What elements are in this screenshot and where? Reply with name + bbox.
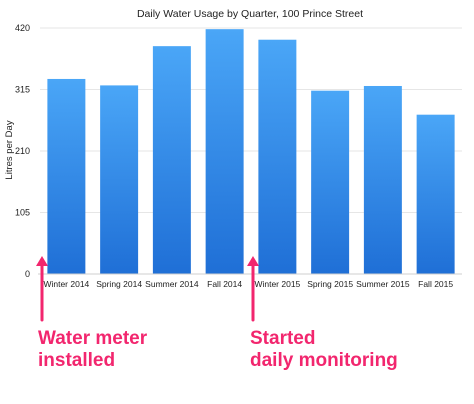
bar bbox=[152, 46, 191, 275]
annotation-started-daily-monitoring: Started daily monitoring bbox=[250, 328, 398, 372]
arrow-head bbox=[36, 256, 48, 266]
y-tick-label: 315 bbox=[15, 85, 30, 95]
annotation-water-meter-installed: Water meter installed bbox=[38, 328, 147, 372]
bar bbox=[258, 39, 297, 274]
x-tick-label: Fall 2014 bbox=[207, 279, 242, 289]
bar bbox=[311, 90, 350, 275]
bar bbox=[47, 78, 86, 274]
x-tick-label: Summer 2014 bbox=[145, 279, 199, 289]
bar bbox=[416, 114, 455, 274]
x-tick-label: Summer 2015 bbox=[356, 279, 410, 289]
bar bbox=[100, 85, 139, 275]
bar bbox=[205, 29, 244, 274]
chart-title: Daily Water Usage by Quarter, 100 Prince… bbox=[137, 8, 363, 20]
x-tick-label: Spring 2014 bbox=[96, 279, 142, 289]
arrow-head bbox=[247, 256, 259, 266]
y-axis-label: Litres per Day bbox=[4, 120, 15, 179]
y-tick-labels: 0 105 210 315 420 bbox=[15, 23, 30, 279]
y-tick-label: 105 bbox=[15, 208, 30, 218]
annotation-arrows bbox=[36, 256, 259, 322]
x-tick-label: Fall 2015 bbox=[418, 279, 453, 289]
annotation-line: Started bbox=[250, 328, 316, 349]
annotation-line: daily monitoring bbox=[250, 350, 398, 371]
bar bbox=[363, 85, 402, 274]
y-tick-label: 210 bbox=[15, 146, 30, 156]
x-tick-labels: Winter 2014 Spring 2014 Summer 2014 Fall 20… bbox=[43, 279, 453, 289]
annotation-line: Water meter bbox=[38, 328, 148, 349]
annotation-line: installed bbox=[38, 350, 116, 371]
x-tick-label: Spring 2015 bbox=[307, 279, 353, 289]
bars bbox=[47, 29, 455, 275]
y-tick-label: 0 bbox=[25, 269, 30, 279]
y-tick-label: 420 bbox=[15, 23, 30, 33]
x-tick-label: Winter 2015 bbox=[254, 279, 300, 289]
x-tick-label: Winter 2014 bbox=[43, 279, 89, 289]
